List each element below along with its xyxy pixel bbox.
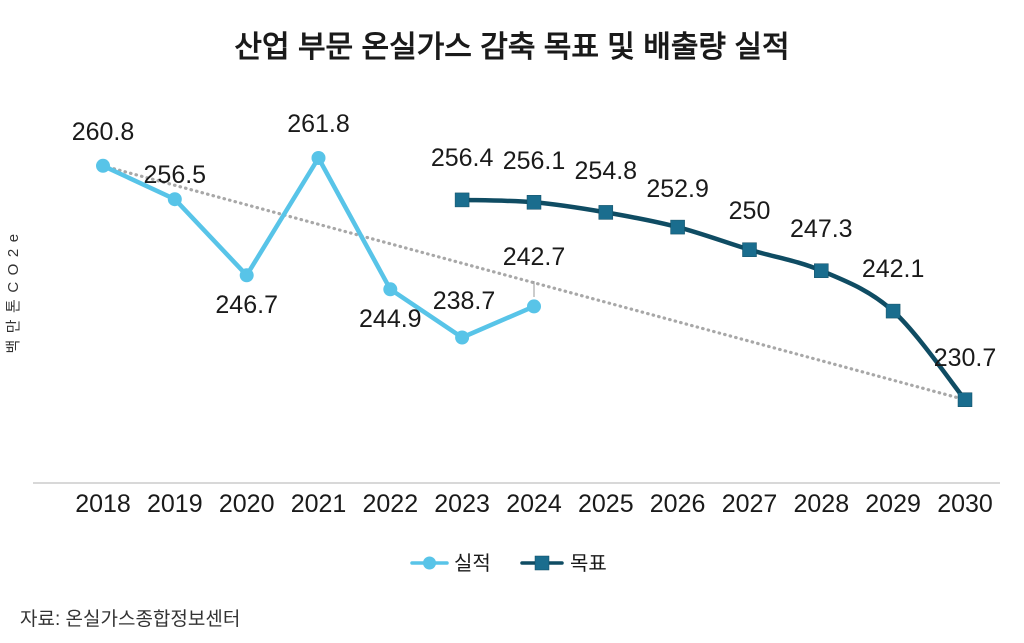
- svg-text:실적: 실적: [454, 552, 491, 575]
- svg-text:256.1: 256.1: [503, 147, 566, 175]
- svg-text:242.7: 242.7: [503, 243, 566, 271]
- svg-text:261.8: 261.8: [287, 110, 350, 138]
- svg-text:2028: 2028: [793, 490, 849, 518]
- svg-text:2027: 2027: [722, 490, 778, 518]
- svg-text:2019: 2019: [147, 490, 203, 518]
- svg-text:250: 250: [729, 197, 771, 225]
- svg-text:2023: 2023: [434, 490, 490, 518]
- svg-text:목표: 목표: [570, 553, 607, 575]
- svg-text:238.7: 238.7: [433, 287, 496, 315]
- svg-text:2024: 2024: [506, 490, 562, 518]
- svg-text:247.3: 247.3: [790, 215, 853, 243]
- svg-text:2026: 2026: [650, 490, 706, 518]
- svg-text:256.5: 256.5: [144, 161, 207, 189]
- svg-text:2025: 2025: [578, 490, 634, 518]
- svg-text:256.4: 256.4: [431, 144, 494, 172]
- svg-text:2021: 2021: [291, 490, 347, 518]
- svg-text:2020: 2020: [219, 490, 275, 518]
- svg-text:246.7: 246.7: [215, 291, 278, 319]
- svg-text:230.7: 230.7: [934, 344, 997, 372]
- svg-text:244.9: 244.9: [359, 305, 422, 333]
- svg-text:242.1: 242.1: [862, 255, 925, 283]
- svg-text:2030: 2030: [937, 490, 993, 518]
- svg-text:254.8: 254.8: [575, 157, 638, 185]
- svg-text:2029: 2029: [865, 490, 921, 518]
- svg-text:2022: 2022: [362, 490, 418, 518]
- svg-text:252.9: 252.9: [646, 175, 709, 203]
- svg-text:2018: 2018: [75, 490, 131, 518]
- svg-text:260.8: 260.8: [72, 118, 135, 146]
